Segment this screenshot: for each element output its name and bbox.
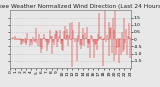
Title: Milwaukee Weather Normalized Wind Direction (Last 24 Hours): Milwaukee Weather Normalized Wind Direct… <box>0 4 160 9</box>
